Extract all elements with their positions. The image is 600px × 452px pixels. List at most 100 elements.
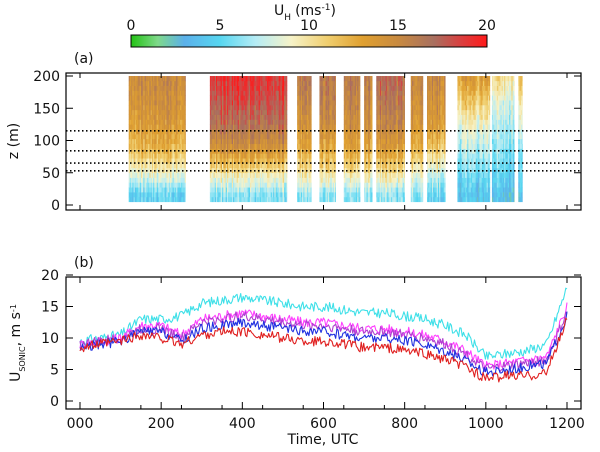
- heatmap-cell: [142, 129, 144, 135]
- heatmap-cell: [347, 85, 349, 91]
- heatmap-cell: [209, 90, 212, 96]
- heatmap-cell: [132, 196, 134, 203]
- heatmap-cell: [212, 124, 214, 130]
- heatmap-cell: [264, 148, 267, 154]
- heatmap-cell: [178, 124, 181, 130]
- heatmap-cell: [331, 129, 334, 135]
- heatmap-cell: [284, 187, 286, 193]
- heatmap-cell: [325, 187, 328, 193]
- heatmap-cell: [264, 85, 267, 91]
- heatmap-cell: [213, 138, 216, 145]
- heatmap-cell: [165, 85, 167, 91]
- heatmap-cell: [213, 187, 216, 193]
- heatmap-cell: [236, 153, 239, 159]
- heatmap-cell: [174, 95, 177, 101]
- heatmap-cell: [273, 109, 275, 115]
- heatmap-cell: [226, 85, 229, 91]
- heatmap-cell: [131, 129, 133, 135]
- heatmap-cell: [257, 158, 259, 164]
- heatmap-cell: [271, 138, 274, 145]
- heatmap-cell: [323, 134, 325, 140]
- heatmap-cell: [167, 143, 170, 149]
- heatmap-cell: [258, 138, 261, 145]
- heatmap-cell: [320, 153, 323, 159]
- heatmap-cell: [355, 187, 358, 193]
- heatmap-cell: [284, 167, 286, 174]
- heatmap-cell: [415, 100, 418, 106]
- heatmap-cell: [161, 119, 164, 125]
- heatmap-cell: [174, 187, 177, 193]
- heatmap-cell: [261, 105, 263, 111]
- heatmap-cell: [133, 138, 136, 145]
- heatmap-cell: [319, 109, 321, 115]
- heatmap-cell: [419, 143, 421, 149]
- heatmap-cell: [161, 100, 164, 106]
- heatmap-cell: [297, 148, 299, 154]
- heatmap-cell: [270, 124, 273, 130]
- heatmap-cell: [404, 153, 405, 159]
- heatmap-cell: [347, 167, 349, 174]
- heatmap-cell: [321, 177, 324, 183]
- heatmap-cell: [264, 119, 267, 125]
- heatmap-cell: [273, 124, 275, 130]
- heatmap-cell: [182, 80, 184, 86]
- heatmap-cell: [184, 192, 186, 198]
- heatmap-cell: [183, 192, 186, 198]
- heatmap-cell: [351, 124, 353, 130]
- heatmap-cell: [139, 119, 142, 125]
- heatmap-cell: [222, 187, 224, 193]
- heatmap-cell: [367, 124, 370, 130]
- heatmap-cell: [181, 182, 183, 188]
- heatmap-cell: [133, 177, 136, 183]
- heatmap-cell: [323, 105, 325, 111]
- heatmap-cell: [213, 105, 216, 111]
- heatmap-cell: [257, 138, 259, 145]
- heatmap-cell: [365, 76, 367, 82]
- heatmap-cell: [274, 163, 276, 169]
- heatmap-cell: [242, 177, 245, 183]
- heatmap-cell: [309, 143, 311, 149]
- heatmap-block: [376, 76, 405, 203]
- heatmap-cell: [217, 148, 219, 154]
- heatmap-cell: [129, 182, 132, 188]
- heatmap-cell: [215, 172, 218, 178]
- heatmap-cell: [153, 182, 155, 188]
- heatmap-cell: [151, 192, 154, 198]
- heatmap-cell: [140, 95, 143, 101]
- heatmap-cell: [256, 158, 258, 164]
- heatmap-cell: [160, 143, 162, 149]
- heatmap-cell: [274, 95, 276, 101]
- heatmap-cell: [399, 80, 401, 86]
- heatmap-cell: [284, 158, 286, 164]
- heatmap-cell: [250, 192, 252, 198]
- heatmap-cell: [220, 114, 223, 120]
- heatmap-cell: [401, 105, 404, 111]
- heatmap-cell: [400, 192, 403, 198]
- heatmap-cell: [394, 134, 397, 140]
- heatmap-cell: [156, 90, 159, 96]
- heatmap-cell: [274, 134, 276, 140]
- heatmap-cell: [162, 187, 165, 193]
- heatmap-cell: [161, 114, 164, 120]
- heatmap-cell: [234, 95, 236, 101]
- heatmap-cell: [365, 192, 367, 198]
- heatmap-cell: [168, 138, 171, 145]
- heatmap-cell: [378, 192, 381, 198]
- heatmap-cell: [276, 138, 279, 145]
- heatmap-cell: [217, 153, 219, 159]
- heatmap-cell: [142, 187, 144, 193]
- heatmap-cell: [403, 76, 405, 82]
- heatmap-cell: [160, 167, 162, 174]
- heatmap-cell: [306, 158, 309, 164]
- heatmap-cell: [279, 172, 281, 178]
- heatmap-cell: [162, 105, 165, 111]
- heatmap-cell: [268, 163, 270, 169]
- heatmap-cell: [367, 95, 370, 101]
- heatmap-cell: [182, 177, 184, 183]
- heatmap-cell: [357, 95, 359, 101]
- heatmap-cell: [239, 177, 241, 183]
- heatmap-cell: [145, 109, 148, 115]
- heatmap-cell: [178, 85, 181, 91]
- heatmap-cell: [230, 196, 233, 203]
- heatmap-cell: [388, 109, 390, 115]
